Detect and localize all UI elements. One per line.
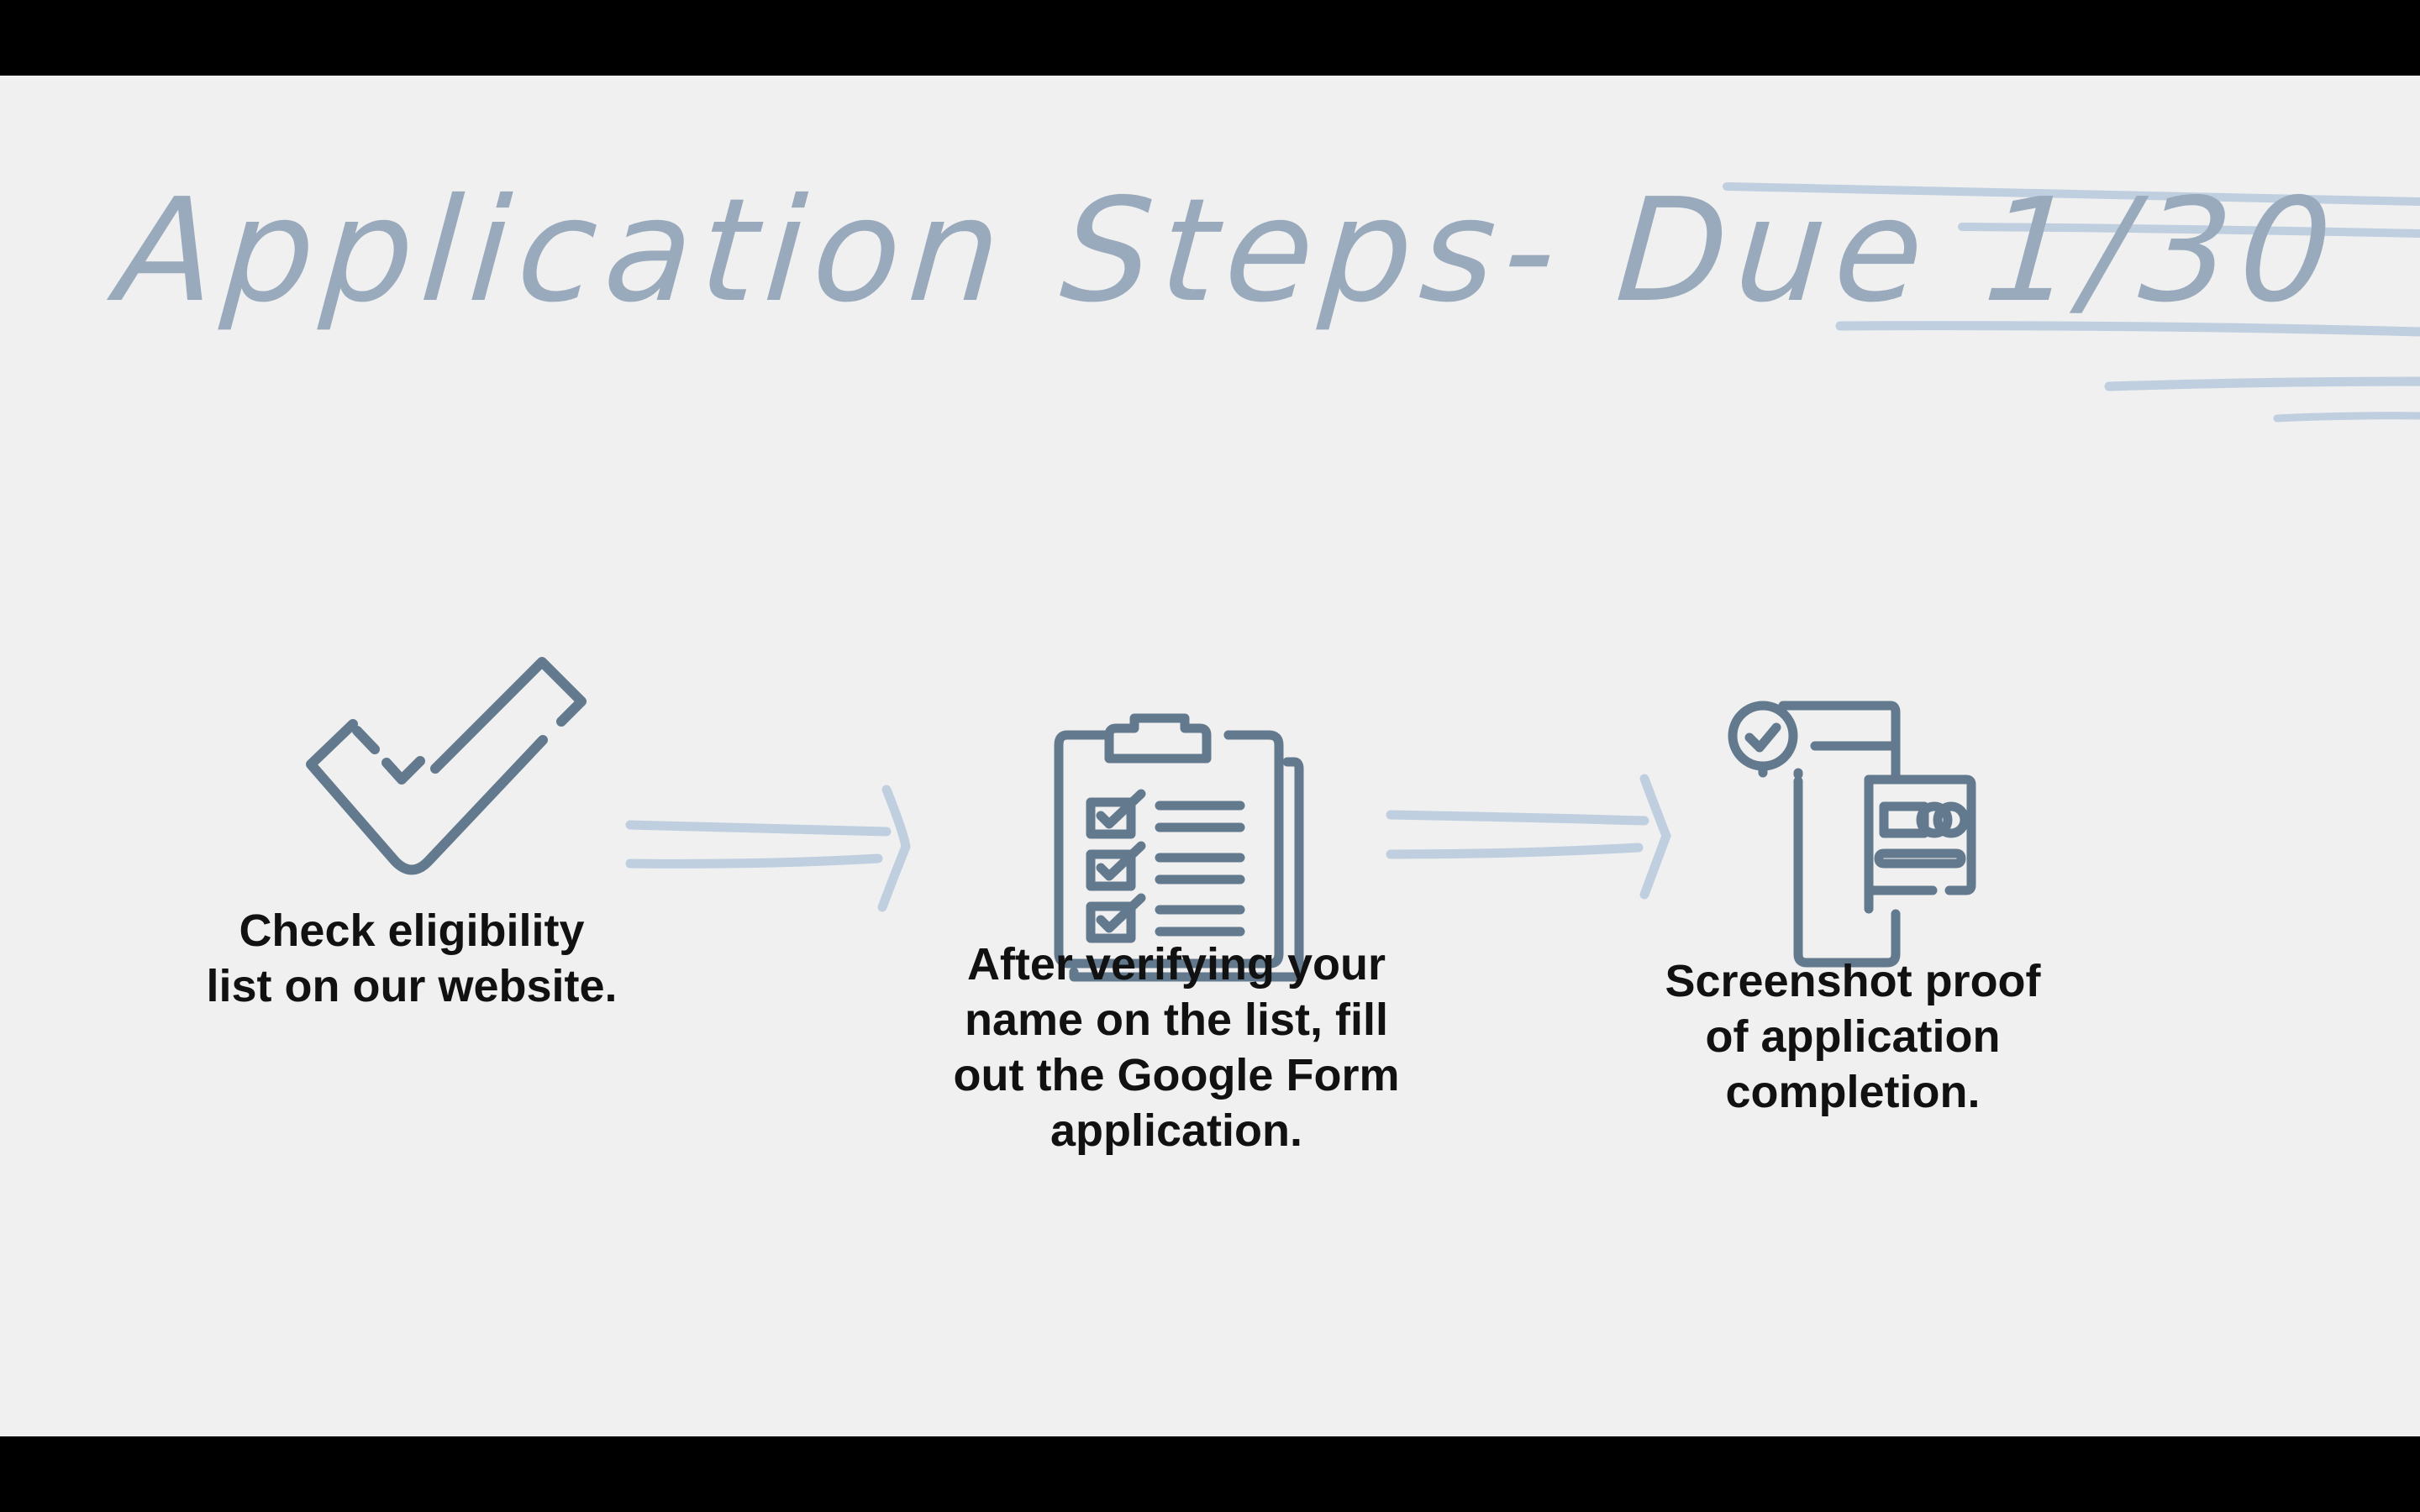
phone-payment-card-icon <box>1728 701 1976 968</box>
letterbox-top <box>0 0 2420 76</box>
clipboard-checklist-icon <box>1054 713 1304 982</box>
checkmark-icon <box>306 657 587 875</box>
decorative-strokes <box>1723 182 2420 423</box>
step-3-text: Screenshot proof of application completi… <box>1665 956 2041 1117</box>
step-2-text: After verifying your name on the list, f… <box>953 939 1400 1156</box>
slide: Application Steps- Due 1/30 <box>0 76 2420 1436</box>
step-1-text: Check eligibility list on our website. <box>206 906 618 1011</box>
page-title: Application Steps- Due 1/30 <box>112 168 2345 334</box>
arrow-right-icon <box>625 785 911 912</box>
arrow-right-icon <box>1386 774 1671 900</box>
letterbox-bottom <box>0 1436 2420 1512</box>
